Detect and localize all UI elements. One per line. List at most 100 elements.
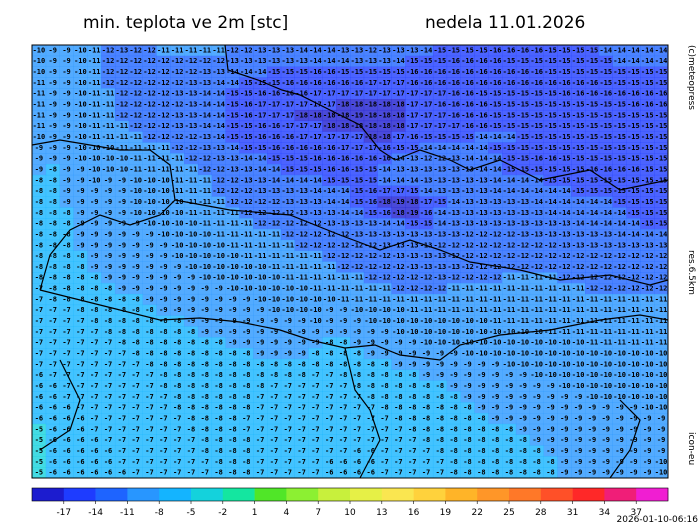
temperature-label: -13	[434, 263, 447, 271]
temperature-label: -10	[309, 295, 322, 303]
temperature-label: -8	[131, 328, 139, 336]
temperature-cell	[543, 207, 558, 219]
temperature-label: -16	[337, 79, 350, 87]
temperature-label: -11	[420, 295, 433, 303]
temperature-label: -11	[116, 133, 129, 141]
temperature-cell	[405, 423, 420, 435]
temperature-cell	[350, 337, 365, 349]
temperature-label: -15	[586, 176, 599, 184]
temperature-label: -12	[392, 263, 405, 271]
temperature-cell	[197, 153, 213, 165]
temperature-label: -13	[447, 220, 460, 228]
temperature-cell	[557, 261, 572, 273]
temperature-label: -8	[228, 350, 236, 358]
temperature-cell	[336, 120, 351, 132]
temperature-label: -11	[88, 90, 101, 98]
temperature-cell	[336, 402, 351, 414]
temperature-cell	[45, 174, 60, 187]
temperature-cell	[336, 326, 351, 338]
temperature-cell	[612, 423, 627, 435]
temperature-cell	[474, 326, 489, 338]
temperature-cell	[142, 153, 157, 165]
temperature-cell	[391, 391, 406, 403]
temperature-cell	[128, 261, 143, 273]
temperature-cell	[32, 434, 47, 446]
temperature-cell	[529, 120, 544, 132]
temperature-cell	[363, 413, 378, 425]
temperature-label: -11	[627, 328, 640, 336]
temperature-cell	[322, 164, 337, 176]
temperature-cell	[557, 88, 572, 100]
temperature-cell	[211, 391, 226, 403]
temperature-cell	[529, 77, 544, 89]
temperature-cell	[515, 445, 531, 457]
temperature-cell	[529, 174, 544, 187]
temperature-label: -14	[655, 230, 668, 238]
temperature-cell	[280, 358, 295, 371]
temperature-label: -7	[270, 447, 278, 455]
temperature-cell	[280, 391, 295, 403]
temperature-label: -11	[544, 328, 557, 336]
temperature-cell	[73, 239, 88, 251]
temperature-cell	[460, 131, 475, 143]
temperature-label: -8	[90, 285, 98, 293]
temperature-label: -7	[422, 458, 430, 466]
temperature-label: -15	[599, 144, 612, 152]
temperature-cell	[557, 467, 572, 479]
temperature-label: -7	[118, 447, 126, 455]
temperature-cell	[280, 164, 295, 176]
temperature-label: -17	[406, 101, 419, 109]
temperature-cell	[529, 272, 544, 284]
temperature-cell	[432, 218, 448, 230]
temperature-cell	[253, 174, 268, 187]
temperature-label: -10	[33, 133, 46, 141]
temperature-cell	[45, 358, 60, 371]
temperature-cell	[294, 142, 309, 154]
temperature-label: -15	[461, 46, 474, 54]
temperature-cell	[322, 326, 337, 338]
temperature-cell	[32, 142, 47, 154]
temperature-label: -10	[447, 339, 460, 347]
temperature-cell	[377, 229, 392, 241]
temperature-cell	[114, 293, 130, 306]
temperature-cell	[391, 196, 406, 208]
temperature-label: -10	[254, 263, 267, 271]
temperature-label: -15	[516, 101, 529, 109]
temperature-label: -12	[129, 122, 142, 130]
temperature-cell	[101, 218, 116, 230]
temperature-label: -8	[408, 382, 416, 390]
temperature-cell	[640, 120, 655, 132]
temperature-cell	[294, 153, 309, 165]
temperature-cell	[543, 77, 558, 89]
temperature-cell	[308, 326, 323, 338]
temperature-cell	[211, 99, 226, 111]
temperature-cell	[45, 153, 60, 165]
map-frame	[31, 44, 669, 479]
temperature-cell	[225, 77, 240, 89]
temperature-cell	[336, 293, 351, 306]
temperature-cell	[543, 250, 558, 262]
temperature-cell	[336, 55, 351, 67]
temperature-cell	[529, 55, 544, 67]
temperature-cell	[557, 142, 572, 154]
temperature-cell	[267, 55, 282, 67]
temperature-label: -7	[104, 360, 112, 368]
temperature-cell	[73, 109, 88, 122]
temperature-label: -9	[615, 436, 623, 444]
temperature-cell	[626, 348, 641, 360]
temperature-label: -13	[392, 241, 405, 249]
temperature-cell	[612, 207, 627, 219]
temperature-cell	[474, 239, 489, 251]
colorbar-segment	[191, 488, 224, 501]
temperature-cell	[45, 445, 60, 457]
temperature-cell	[239, 272, 254, 284]
temperature-cell	[502, 369, 517, 381]
temperature-label: -13	[447, 176, 460, 184]
temperature-cell	[59, 77, 74, 89]
temperature-label: -15	[268, 68, 281, 76]
temperature-label: -17	[254, 101, 267, 109]
temperature-label: -17	[420, 101, 433, 109]
temperature-cell	[73, 402, 88, 414]
temperature-cell	[253, 88, 268, 100]
temperature-label: -15	[572, 133, 585, 141]
